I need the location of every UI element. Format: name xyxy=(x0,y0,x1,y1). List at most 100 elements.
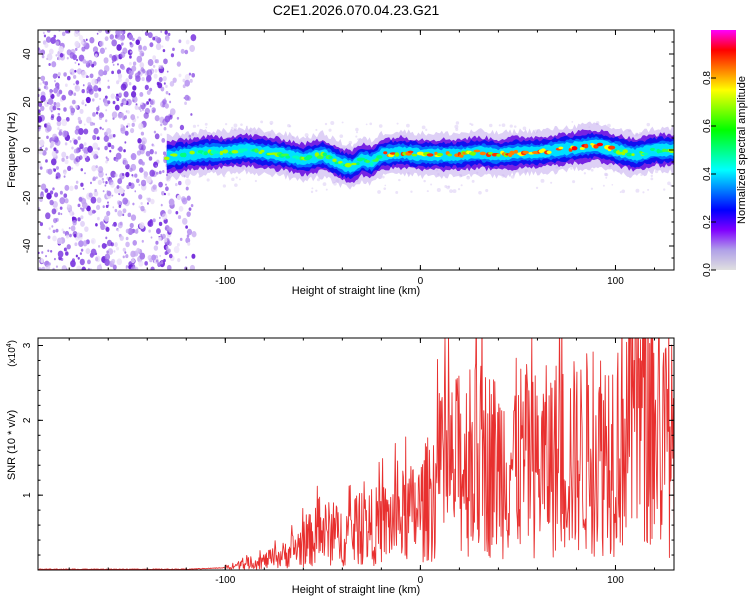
noise-speck xyxy=(330,121,335,126)
noise-speck xyxy=(160,203,163,207)
signal-ridge xyxy=(163,121,674,190)
noise-speck xyxy=(118,187,125,195)
noise-speck xyxy=(147,221,152,227)
noise-speck xyxy=(42,31,45,35)
noise-speck xyxy=(131,65,137,72)
noise-speck xyxy=(287,124,291,128)
noise-speck xyxy=(105,30,111,35)
noise-speck xyxy=(155,240,159,245)
noise-speck xyxy=(118,146,123,152)
noise-speck xyxy=(112,63,115,66)
ridge-hot-cell xyxy=(376,155,383,159)
noise-speck xyxy=(73,83,75,86)
noise-speck xyxy=(50,110,53,113)
noise-speck xyxy=(571,121,574,123)
noise-speck xyxy=(80,220,85,227)
noise-speck xyxy=(131,37,135,42)
noise-speck xyxy=(58,107,61,111)
noise-speck xyxy=(122,197,128,205)
noise-speck xyxy=(90,248,97,256)
noise-speck xyxy=(132,99,135,103)
noise-speck xyxy=(146,176,152,184)
noise-speck xyxy=(324,122,328,126)
noise-speck xyxy=(425,128,428,132)
noise-speck xyxy=(85,38,88,42)
ridge-hot-cell xyxy=(579,146,585,150)
ridge-hot-cell xyxy=(447,153,452,157)
noise-speck xyxy=(64,198,69,204)
noise-speck xyxy=(172,47,175,51)
noise-speck xyxy=(38,101,41,106)
noise-speck xyxy=(45,255,47,258)
noise-speck xyxy=(378,124,383,128)
noise-speck xyxy=(59,197,66,205)
noise-speck xyxy=(77,116,81,121)
noise-speck xyxy=(238,178,241,181)
noise-speck xyxy=(117,210,123,217)
noise-speck xyxy=(118,92,122,97)
noise-speck xyxy=(159,254,161,257)
noise-speck xyxy=(71,216,75,221)
ridge-hot-cell xyxy=(596,142,604,147)
noise-speck xyxy=(111,194,114,197)
noise-speck xyxy=(160,233,163,236)
noise-speck xyxy=(155,59,159,64)
noise-speck xyxy=(87,259,91,265)
ridge-hot-cell xyxy=(215,150,220,154)
noise-speck xyxy=(87,59,93,67)
noise-speck xyxy=(54,79,56,83)
noise-speck xyxy=(127,212,132,218)
noise-speck xyxy=(224,122,228,126)
y-tick-label: 20 xyxy=(22,96,33,108)
noise-speck xyxy=(140,201,143,205)
noise-speck xyxy=(646,122,650,127)
noise-speck xyxy=(669,184,672,187)
noise-speck xyxy=(121,42,124,46)
noise-speck xyxy=(116,44,122,51)
noise-speck xyxy=(149,87,153,92)
noise-speck xyxy=(61,151,67,158)
noise-speck xyxy=(112,264,117,270)
noise-speck xyxy=(158,64,162,69)
noise-speck xyxy=(128,34,134,40)
noise-speck xyxy=(191,231,197,238)
noise-speck xyxy=(167,32,171,37)
noise-speck xyxy=(109,34,114,40)
noise-speck xyxy=(57,107,59,110)
noise-speck xyxy=(104,184,107,187)
noise-speck xyxy=(92,142,99,150)
noise-speck xyxy=(96,264,103,270)
ridge-hot-cell xyxy=(558,146,564,150)
noise-speck xyxy=(107,79,110,82)
noise-speck xyxy=(176,194,182,201)
noise-speck xyxy=(71,146,74,150)
noise-speck xyxy=(55,176,58,180)
noise-speck xyxy=(130,153,137,161)
noise-speck xyxy=(111,70,115,75)
noise-speck xyxy=(84,226,89,232)
noise-speck xyxy=(148,156,153,161)
y-tick-label: 3 xyxy=(22,342,33,348)
noise-speck xyxy=(85,60,90,66)
noise-speck xyxy=(98,69,104,77)
noise-speck xyxy=(46,99,49,103)
noise-speck xyxy=(104,47,107,50)
noise-speck xyxy=(64,247,68,252)
noise-speck xyxy=(125,266,128,270)
noise-speck xyxy=(489,123,493,128)
noise-speck xyxy=(46,192,52,200)
ridge-hot-cell xyxy=(305,154,313,159)
noise-speck xyxy=(75,155,81,163)
noise-speck xyxy=(81,266,86,270)
noise-speck xyxy=(186,211,191,217)
noise-speck xyxy=(79,252,83,256)
noise-speck xyxy=(642,191,645,194)
noise-speck xyxy=(667,181,671,186)
noise-speck xyxy=(121,31,124,35)
noise-speck xyxy=(510,175,515,179)
noise-speck xyxy=(38,109,41,114)
noise-speck xyxy=(135,39,140,46)
noise-speck xyxy=(119,235,124,241)
noise-speck xyxy=(164,97,166,101)
noise-speck xyxy=(449,189,453,194)
